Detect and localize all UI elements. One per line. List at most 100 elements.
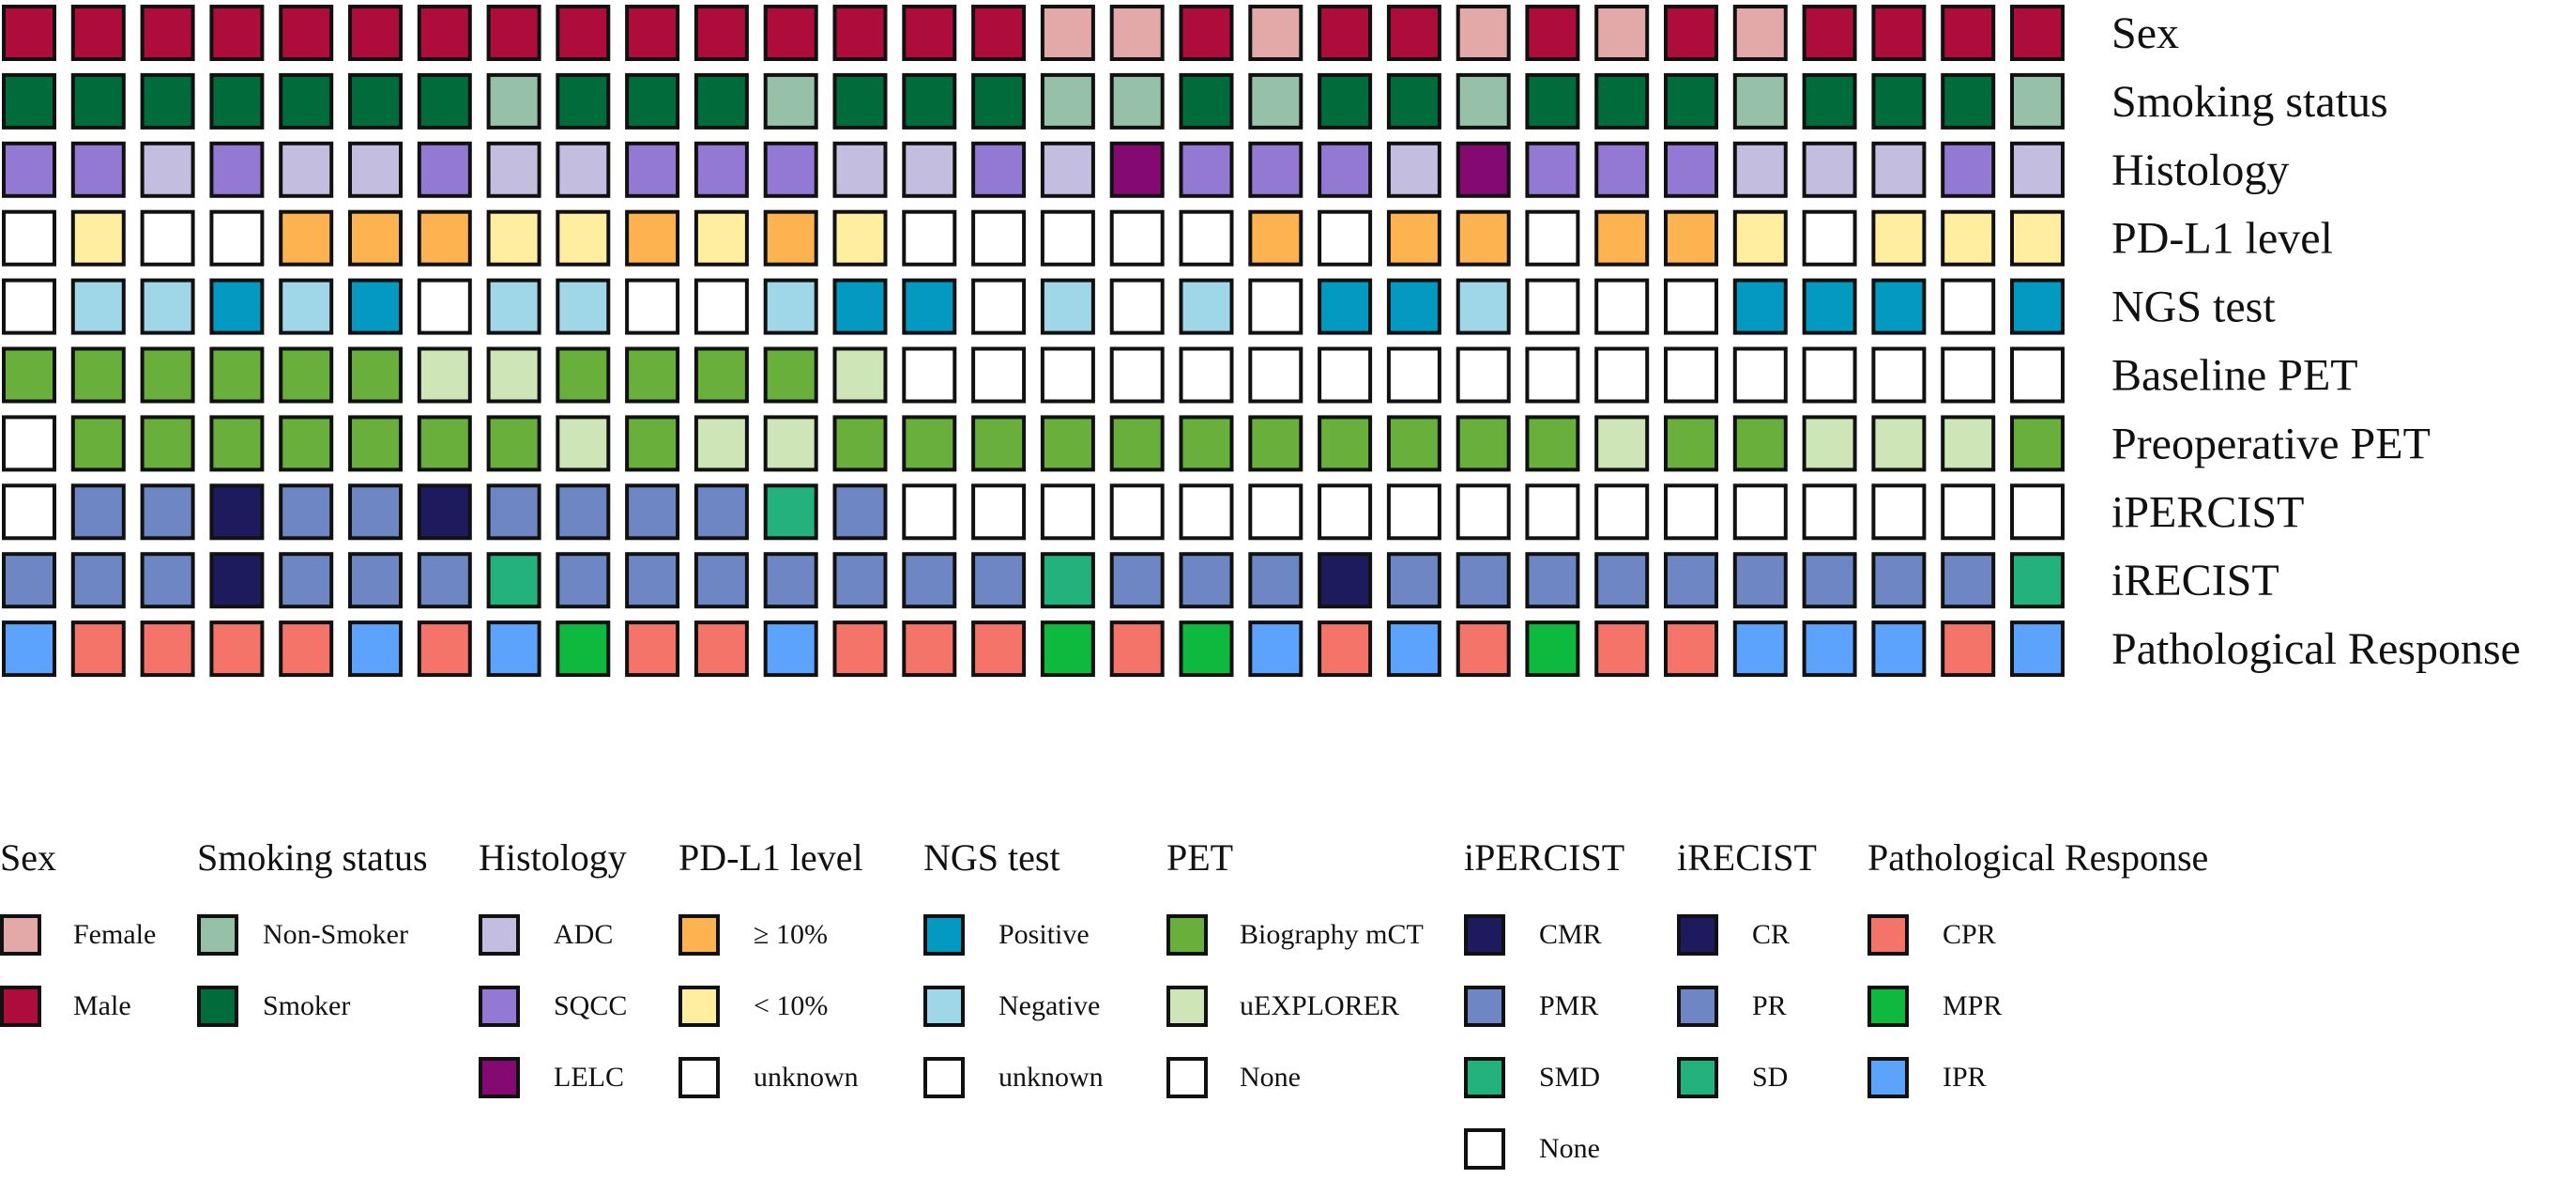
cell-histology-11 [694,141,749,198]
legend-swatch [1464,986,1505,1027]
cell-pathological-response-23 [1525,620,1580,678]
legend-swatch [0,986,41,1027]
legend-label: LELC [554,1062,624,1093]
cell-preoperative-pet-17 [1109,415,1165,472]
cell-histology-16 [1040,141,1095,198]
cell-pathological-response-11 [694,620,749,678]
legend-swatch [479,1057,520,1098]
row-label-histology: Histology [2111,145,2289,195]
legend-title-pet: PET [1166,836,1234,879]
cell-smoking-status-5 [279,72,334,130]
cell-sex-14 [902,5,957,61]
row-label-pd-l1-level: PD-L1 level [2111,214,2333,264]
legend: Sex Female Male Smoking status Non-Smoker Smo… [0,835,2576,1179]
cell-histology-27 [1802,141,1857,198]
cell-ngs-test-7 [417,278,472,335]
cell-ngs-test-28 [1871,278,1927,335]
cell-pd-l1-level-26 [1732,209,1788,267]
cell-baseline-pet-10 [625,346,680,404]
legend-item-pd-l1-level-ge-10: ≥ 10% [678,914,904,959]
cell-histology-18 [1179,141,1234,198]
cell-smoking-status-8 [486,72,541,130]
legend-title-sex: Sex [0,836,56,879]
cell-ngs-test-23 [1525,278,1580,335]
cell-baseline-pet-17 [1109,346,1165,404]
legend-label: CPR [1943,919,1996,950]
legend-swatch [0,914,41,956]
legend-group-smoking-status: Smoking status Non-Smoker Smoker [197,835,428,1027]
cell-sex-15 [971,5,1027,61]
cell-pathological-response-4 [209,620,265,678]
legend-label: CMR [1539,919,1602,950]
cell-ipercist-11 [694,483,749,541]
legend-label: PR [1752,990,1787,1021]
cell-pd-l1-level-8 [486,209,541,267]
cell-irecist-19 [1248,552,1303,609]
legend-swatch [1867,986,1909,1027]
cell-histology-29 [1941,141,1996,198]
cell-pd-l1-level-25 [1664,209,1718,267]
cell-sex-25 [1664,5,1718,61]
cell-smoking-status-7 [417,72,472,130]
cell-ngs-test-19 [1248,278,1303,335]
cell-preoperative-pet-18 [1179,415,1234,472]
cell-smoking-status-29 [1941,72,1996,130]
cell-smoking-status-18 [1179,72,1234,130]
cell-ngs-test-13 [832,278,888,335]
cell-pathological-response-3 [140,620,195,678]
cell-histology-2 [70,141,126,198]
legend-label: CR [1752,919,1791,950]
cell-pathological-response-21 [1386,620,1441,678]
legend-swatch [197,986,238,1027]
cell-pd-l1-level-11 [694,209,749,267]
cell-smoking-status-14 [902,72,957,130]
cell-pathological-response-30 [2010,620,2065,678]
cell-irecist-26 [1732,552,1788,609]
legend-label: Negative [998,990,1101,1021]
row-sex [2,5,2065,61]
cell-smoking-status-22 [1456,72,1511,130]
cell-sex-30 [2010,5,2065,61]
cell-histology-24 [1594,141,1650,198]
legend-label: PMR [1539,990,1599,1021]
cell-sex-16 [1040,5,1095,61]
cell-irecist-9 [556,552,611,609]
legend-group-sex: Sex Female Male [0,835,156,1027]
cell-preoperative-pet-30 [2010,415,2065,472]
legend-label: ≥ 10% [754,919,828,950]
cell-irecist-17 [1109,552,1165,609]
cell-ipercist-28 [1871,483,1927,541]
cell-sex-22 [1456,5,1511,61]
cell-baseline-pet-18 [1179,346,1234,404]
cell-histology-30 [2010,141,2065,198]
cell-baseline-pet-22 [1456,346,1511,404]
cell-ngs-test-5 [279,278,334,335]
cell-smoking-status-6 [348,72,403,130]
cell-irecist-28 [1871,552,1927,609]
legend-swatch [678,914,720,956]
cell-pd-l1-level-17 [1109,209,1165,267]
cell-smoking-status-2 [70,72,126,130]
cell-sex-10 [625,5,680,61]
cell-ngs-test-8 [486,278,541,335]
cell-ngs-test-30 [2010,278,2065,335]
cell-sex-13 [832,5,888,61]
legend-item-pathological-response-mpr: MPR [1867,986,2093,1031]
cell-pd-l1-level-14 [902,209,957,267]
legend-item-sex-female: Female [0,914,225,959]
cell-irecist-7 [417,552,472,609]
legend-label: Biography mCT [1240,919,1424,950]
cell-ipercist-18 [1179,483,1234,541]
cell-sex-5 [279,5,334,61]
cell-smoking-status-21 [1386,72,1441,130]
cell-irecist-4 [209,552,265,609]
cell-pathological-response-12 [763,620,818,678]
cell-histology-26 [1732,141,1788,198]
cell-ipercist-26 [1732,483,1788,541]
cell-ipercist-4 [209,483,265,541]
cell-smoking-status-26 [1732,72,1788,130]
cell-pathological-response-20 [1318,620,1373,678]
cell-pd-l1-level-29 [1941,209,1996,267]
legend-title-pathological-response: Pathological Response [1867,836,2209,879]
legend-group-irecist: iRECIST CR PR SD [1677,835,1817,1098]
